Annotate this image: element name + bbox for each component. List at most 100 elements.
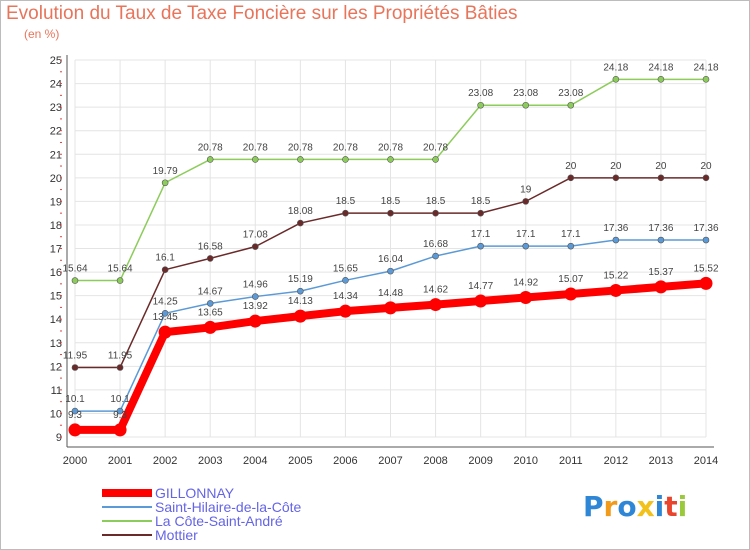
- data-point: [342, 156, 349, 163]
- data-label: 17.36: [693, 223, 718, 234]
- data-label: 20.78: [378, 142, 403, 153]
- data-label: 10.1: [110, 394, 130, 405]
- data-label: 9.3: [68, 410, 82, 421]
- data-label: 15.65: [333, 263, 358, 274]
- logo-letter: i: [654, 490, 665, 523]
- x-tick-label: 2001: [108, 455, 132, 467]
- x-tick-label: 2003: [198, 455, 222, 467]
- data-label: 18.5: [381, 196, 401, 207]
- y-tick-label: 25: [50, 55, 62, 67]
- logo-letter: x: [636, 490, 655, 523]
- legend-label: La Côte-Saint-André: [155, 513, 283, 529]
- data-point: [206, 255, 214, 262]
- y-tick-label: 12: [50, 361, 62, 373]
- data-label: 20.78: [198, 142, 223, 153]
- data-point: [206, 300, 214, 307]
- data-point: [116, 364, 124, 371]
- x-tick-label: 2012: [604, 455, 628, 467]
- data-point: [432, 156, 439, 163]
- x-tick-label: 2006: [333, 455, 357, 467]
- data-label: 24.18: [693, 62, 718, 73]
- data-point: [113, 423, 127, 437]
- data-point: [71, 364, 79, 371]
- data-point: [474, 294, 488, 308]
- data-point: [297, 287, 304, 295]
- data-label: 13.65: [198, 307, 223, 318]
- data-label: 20.78: [423, 142, 448, 153]
- data-point: [522, 242, 530, 250]
- y-tick-label: 21: [50, 149, 62, 161]
- x-tick-label: 2010: [513, 455, 537, 467]
- y-tick-label: 16: [50, 267, 62, 279]
- data-label: 14.67: [198, 286, 223, 297]
- y-tick-label: 11: [51, 385, 62, 397]
- data-point: [567, 174, 575, 182]
- data-point: [387, 209, 394, 217]
- data-point: [384, 301, 397, 315]
- data-point: [699, 276, 713, 290]
- x-tick-label: 2002: [153, 455, 177, 467]
- data-label: 15.64: [108, 264, 133, 275]
- data-point: [522, 198, 530, 205]
- data-label: 14.92: [513, 278, 538, 289]
- x-tick-label: 2007: [378, 455, 402, 467]
- data-point: [248, 314, 262, 328]
- data-point: [203, 320, 217, 334]
- data-point: [342, 277, 349, 284]
- x-tick-label: 2013: [649, 455, 673, 467]
- data-point: [251, 293, 259, 300]
- data-point: [429, 298, 443, 312]
- data-point: [251, 156, 259, 163]
- data-point: [564, 287, 578, 301]
- x-tick-label: 2004: [243, 455, 267, 467]
- data-label: 20: [700, 161, 712, 172]
- data-label: 15.52: [693, 263, 718, 274]
- data-label: 20.78: [288, 142, 313, 153]
- data-point: [702, 236, 710, 244]
- logo-letter: i: [677, 490, 688, 523]
- data-point: [116, 277, 124, 284]
- data-point: [477, 101, 484, 109]
- data-point: [297, 156, 304, 163]
- data-label: 15.37: [648, 267, 673, 278]
- data-label: 18.5: [426, 196, 446, 207]
- data-point: [297, 219, 304, 227]
- data-point: [612, 76, 620, 83]
- data-point: [342, 209, 349, 217]
- data-label: 18.5: [471, 196, 491, 207]
- data-point: [657, 236, 665, 244]
- data-label: 13.92: [243, 301, 268, 312]
- data-label: 14.96: [243, 280, 268, 291]
- data-label: 23.08: [558, 88, 583, 99]
- data-point: [477, 242, 484, 250]
- legend-label: Mottier: [155, 527, 198, 543]
- data-point: [161, 179, 169, 187]
- grid: [74, 59, 707, 438]
- data-point: [68, 423, 82, 437]
- data-label: 14.34: [333, 291, 358, 302]
- data-point: [116, 407, 124, 415]
- data-label: 14.62: [423, 285, 448, 296]
- data-point: [432, 209, 439, 217]
- data-label: 24.18: [648, 62, 673, 73]
- x-tick-label: 2008: [423, 455, 447, 467]
- data-label: 15.07: [558, 274, 583, 285]
- x-tick-label: 2009: [468, 455, 492, 467]
- data-label: 15.64: [62, 264, 87, 275]
- data-point: [702, 174, 710, 182]
- data-label: 17.1: [516, 229, 536, 240]
- data-label: 18.08: [288, 206, 313, 217]
- data-point: [702, 76, 710, 83]
- data-point: [251, 243, 259, 250]
- data-point: [387, 267, 394, 275]
- data-labels: 11.95 11.95 16.1 16.58 17.08 18.08 18.5 18.5 18.…: [62, 62, 718, 421]
- axes: 9 10 11 12 13 14 15 16 17 18 19 20 21 22 23 24 25 2000 200…: [50, 55, 718, 467]
- data-label: 16.58: [198, 241, 223, 252]
- data-label: 11.95: [63, 350, 88, 361]
- data-point: [432, 252, 439, 260]
- y-tick-label: 18: [50, 220, 62, 232]
- y-tick-label: 24: [50, 79, 62, 91]
- data-point: [71, 277, 79, 284]
- data-label: 14.77: [468, 281, 493, 292]
